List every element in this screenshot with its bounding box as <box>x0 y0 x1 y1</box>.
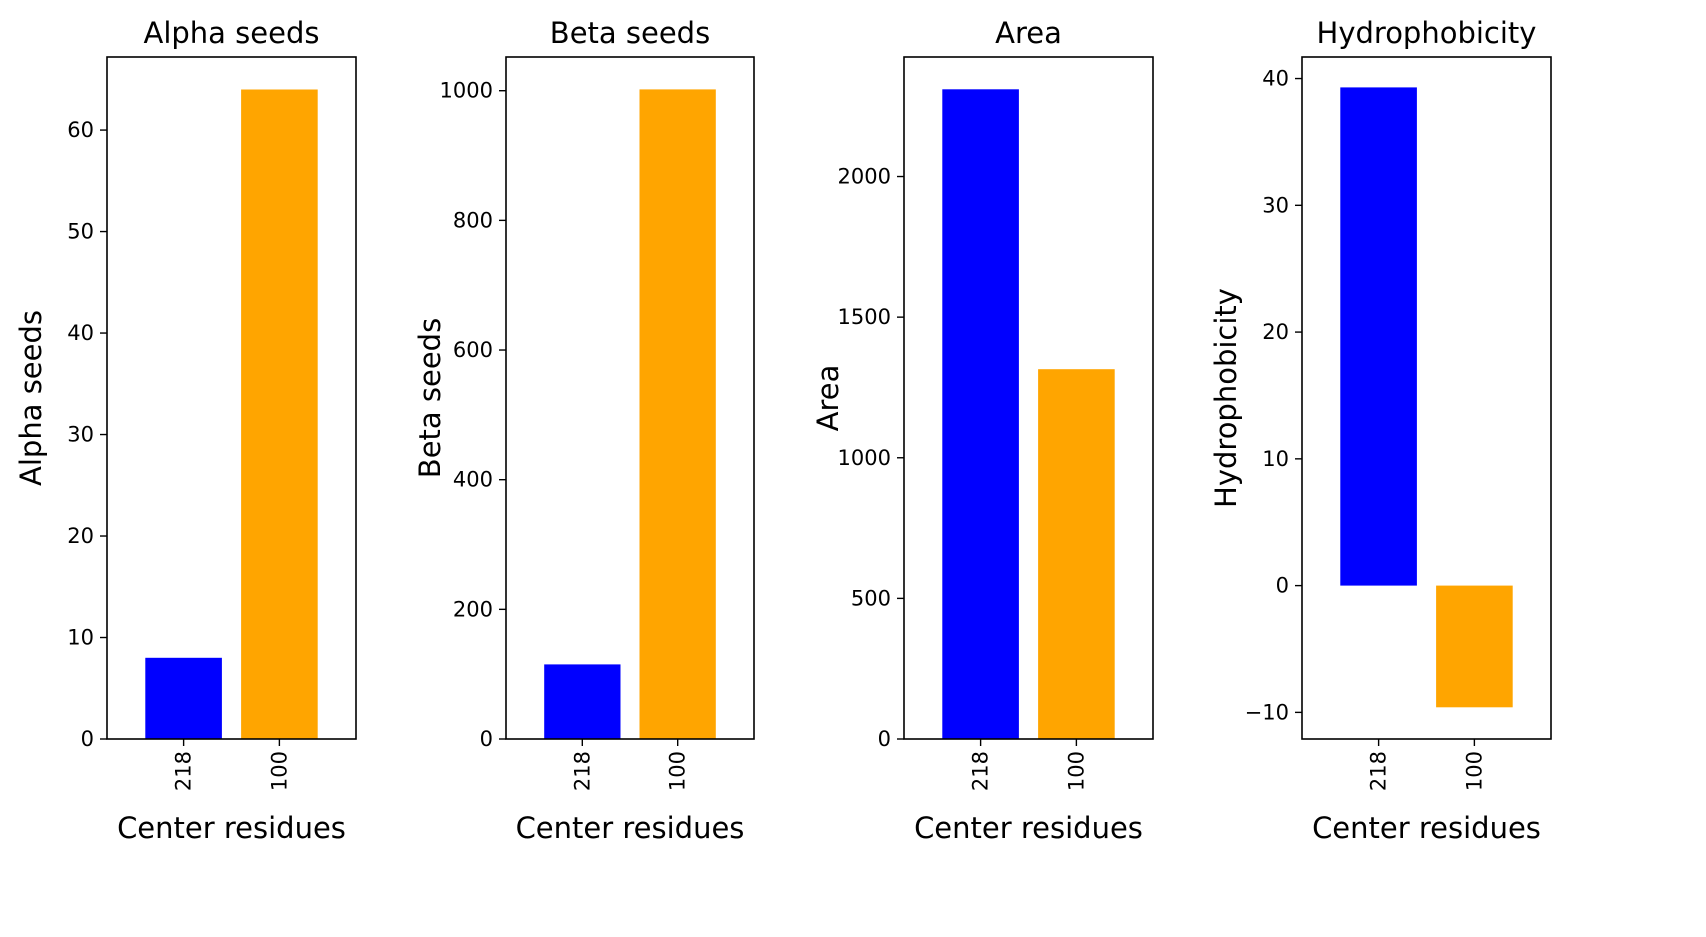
x-tick-label: 218 <box>1367 751 1391 791</box>
y-tick-label: 0 <box>81 727 94 751</box>
bar-218 <box>145 657 222 739</box>
y-tick-label: 0 <box>1276 574 1289 598</box>
y-tick-label: 10 <box>1262 447 1289 471</box>
y-tick-label: 20 <box>67 524 94 548</box>
x-axis-label: Center residues <box>1312 811 1541 845</box>
y-tick-label: 2000 <box>838 165 891 189</box>
x-tick-label: 218 <box>172 751 196 791</box>
x-axis-label: Center residues <box>516 811 745 845</box>
y-axis-label: Alpha seeds <box>14 310 48 486</box>
x-tick-label: 100 <box>267 751 291 791</box>
x-tick-label: 100 <box>1064 751 1088 791</box>
bar-100 <box>1436 585 1513 708</box>
chart-panel-2: 0 200 400 600 800 1000 218 100 Beta seeds Center … <box>413 16 755 845</box>
y-tick-label: 20 <box>1262 320 1289 344</box>
y-tick-label: 800 <box>453 208 493 232</box>
y-axis-label: Hydrophobicity <box>1209 288 1243 508</box>
y-tick-label: 0 <box>878 727 891 751</box>
x-tick-label: 100 <box>666 751 690 791</box>
chart-panel-1: 0 10 20 30 40 50 60 218 100 Alpha seeds Center res… <box>14 16 357 845</box>
chart-title: Beta seeds <box>550 16 710 50</box>
y-tick-label: 0 <box>480 727 493 751</box>
chart-title: Area <box>995 16 1062 50</box>
bar-100 <box>241 89 318 739</box>
bar-218 <box>1340 87 1417 586</box>
y-tick-label: 30 <box>67 423 94 447</box>
y-tick-label: 40 <box>67 321 94 345</box>
x-tick-label: 100 <box>1462 751 1486 791</box>
y-axis-label: Beta seeds <box>413 318 447 478</box>
chart-panel-4: −10 0 10 20 30 40 218 100 Hydrophobicity Center r… <box>1209 16 1552 845</box>
y-tick-label: 10 <box>67 626 94 650</box>
y-tick-label: 50 <box>67 220 94 244</box>
bar-218 <box>544 664 621 739</box>
y-tick-label: 200 <box>453 597 493 621</box>
y-tick-label: 1000 <box>440 79 493 103</box>
y-tick-label: −10 <box>1245 700 1289 724</box>
axes-frame <box>505 56 755 740</box>
y-tick-label: 1000 <box>838 446 891 470</box>
bar-100 <box>639 89 716 739</box>
y-tick-label: 30 <box>1262 193 1289 217</box>
chart-title: Hydrophobicity <box>1317 16 1537 50</box>
axes-frame <box>106 56 357 740</box>
y-axis-label: Area <box>811 365 845 432</box>
x-axis-label: Center residues <box>914 811 1143 845</box>
axes-frame <box>903 56 1154 740</box>
x-axis-label: Center residues <box>117 811 346 845</box>
bar-218 <box>942 89 1019 740</box>
y-tick-label: 60 <box>67 118 94 142</box>
chart-panel-3: 0 500 1000 1500 2000 218 100 Area Center residue… <box>811 16 1154 845</box>
y-tick-label: 400 <box>453 468 493 492</box>
axes-frame <box>1301 56 1552 740</box>
chart-title: Alpha seeds <box>144 16 320 50</box>
y-tick-label: 40 <box>1262 67 1289 91</box>
y-tick-label: 600 <box>453 338 493 362</box>
bar-100 <box>1038 369 1115 739</box>
y-tick-label: 500 <box>851 586 891 610</box>
x-tick-label: 218 <box>969 751 993 791</box>
x-tick-label: 218 <box>570 751 594 791</box>
y-tick-label: 1500 <box>838 305 891 329</box>
